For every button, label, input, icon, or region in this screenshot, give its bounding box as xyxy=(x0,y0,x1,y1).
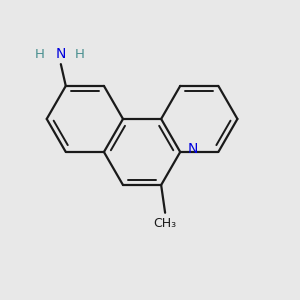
Text: N: N xyxy=(187,142,197,156)
Text: H: H xyxy=(35,48,45,61)
Text: CH₃: CH₃ xyxy=(154,217,177,230)
Text: H: H xyxy=(75,48,85,61)
Text: N: N xyxy=(56,47,66,61)
